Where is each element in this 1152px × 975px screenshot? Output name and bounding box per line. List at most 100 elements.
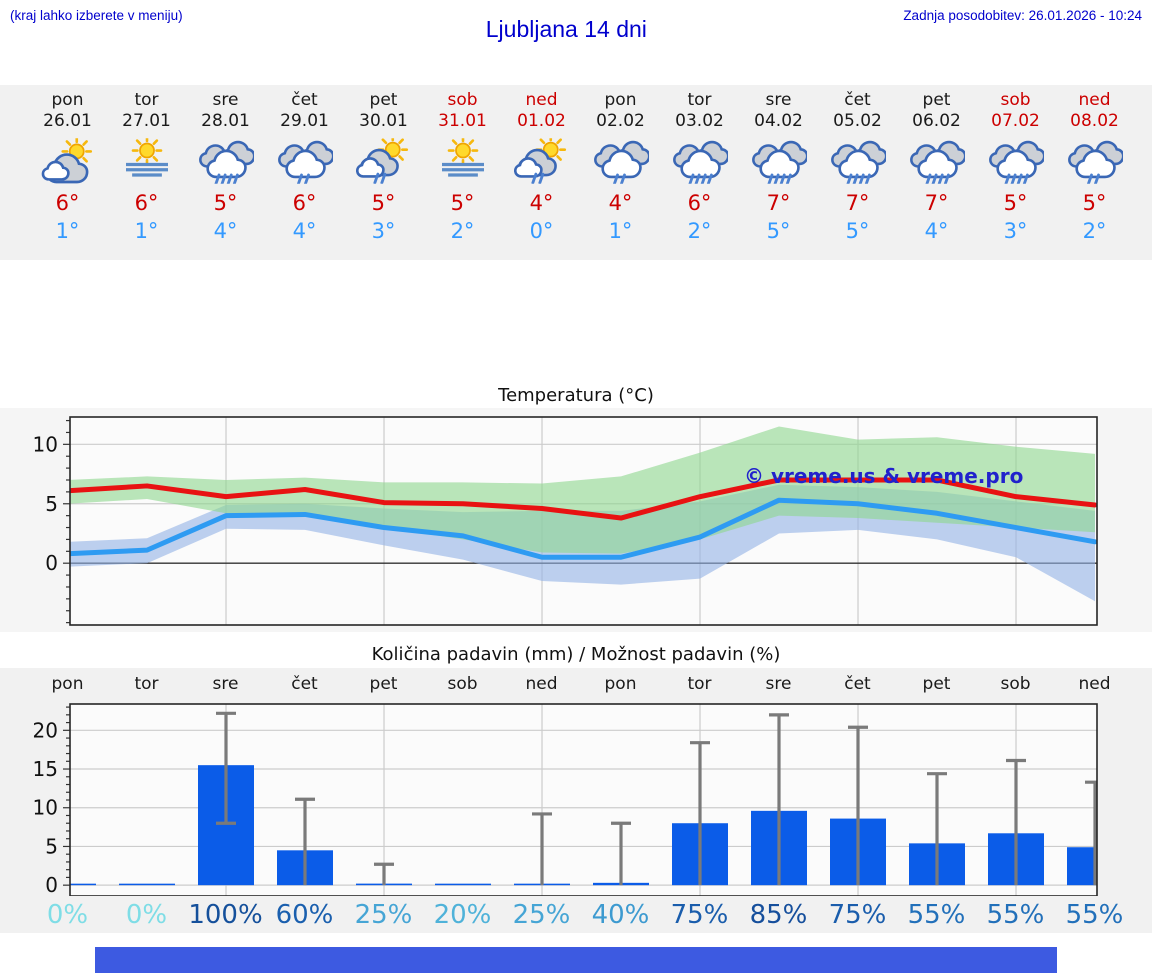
precip-probability: 75%: [670, 900, 729, 930]
weather-icon-slot: [818, 133, 897, 189]
sun-fog-icon: [435, 138, 491, 184]
forecast-day-column: čet 29.01 6° 4°: [265, 85, 344, 260]
day-date: 31.01: [438, 111, 487, 131]
sun-cloud-rain-icon: [514, 138, 570, 184]
day-date: 27.01: [122, 111, 171, 131]
precip-day-label: tor: [134, 674, 159, 694]
day-name: tor: [687, 90, 712, 110]
menu-hint: (kraj lahko izberete v meniju): [10, 8, 183, 23]
temp-max: 4°: [608, 191, 633, 215]
day-name: sob: [1000, 90, 1031, 110]
precip-day-label: ned: [525, 674, 558, 694]
forecast-day-column: sob 07.02 5° 3°: [976, 85, 1055, 260]
weather-icon-slot: [28, 133, 107, 189]
temperature-chart: 0 5 10: [0, 408, 1152, 632]
precip-day-label: ned: [1078, 674, 1111, 694]
day-name: sre: [765, 90, 792, 110]
sun-fog-icon: [119, 138, 175, 184]
day-date: 30.01: [359, 111, 408, 131]
temp-min: 2°: [450, 219, 475, 243]
precip-day-label: sob: [447, 674, 478, 694]
forecast-day-column: ned 01.02 4° 0°: [502, 85, 581, 260]
weather-icon-slot: [344, 133, 423, 189]
forecast-day-column: pon 02.02 4° 1°: [581, 85, 660, 260]
forecast-day-column: pet 06.02 7° 4°: [897, 85, 976, 260]
forecast-day-column: sre 28.01 5° 4°: [186, 85, 265, 260]
temp-max: 6°: [134, 191, 159, 215]
forecast-day-column: tor 03.02 6° 2°: [660, 85, 739, 260]
day-date: 06.02: [912, 111, 961, 131]
precip-day-label: pon: [604, 674, 637, 694]
precip-day-label: čet: [844, 674, 871, 694]
precip-probability: 75%: [828, 900, 887, 930]
temp-max: 7°: [845, 191, 870, 215]
temp-min: 3°: [1003, 219, 1028, 243]
svg-text:5: 5: [45, 492, 58, 516]
forecast-day-column: pet 30.01 5° 3°: [344, 85, 423, 260]
day-date: 28.01: [201, 111, 250, 131]
weather-icon-slot: [581, 133, 660, 189]
precip-probability: 60%: [275, 900, 334, 930]
day-date: 26.01: [43, 111, 92, 131]
weather-icon-slot: [186, 133, 265, 189]
temp-max: 4°: [529, 191, 554, 215]
rain-icon: [751, 138, 807, 184]
precip-day-label: čet: [291, 674, 318, 694]
light-rain-icon: [593, 138, 649, 184]
day-name: pet: [922, 90, 951, 110]
precip-probability: 0%: [125, 900, 168, 930]
day-date: 07.02: [991, 111, 1040, 131]
forecast-strip: pon 26.01 6° 1° tor 27.01 6° 1° sre 28.0…: [0, 85, 1152, 260]
weather-icon-slot: [265, 133, 344, 189]
precip-probability: 20%: [433, 900, 492, 930]
last-updated: Zadnja posodobitev: 26.01.2026 - 10:24: [903, 8, 1142, 23]
precip-probability: 55%: [907, 900, 966, 930]
temp-min: 1°: [608, 219, 633, 243]
svg-text:10: 10: [33, 796, 58, 820]
precip-probability: 40%: [591, 900, 650, 930]
precipitation-chart-title: Količina padavin (mm) / Možnost padavin …: [371, 644, 781, 665]
temp-max: 5°: [213, 191, 238, 215]
temp-max: 7°: [924, 191, 949, 215]
precip-probability: 55%: [1065, 900, 1124, 930]
forecast-day-column: tor 27.01 6° 1°: [107, 85, 186, 260]
forecast-day-column: pon 26.01 6° 1°: [28, 85, 107, 260]
day-name: ned: [1078, 90, 1111, 110]
temperature-chart-title: Temperatura (°C): [498, 385, 654, 406]
temp-min: 3°: [371, 219, 396, 243]
day-date: 29.01: [280, 111, 329, 131]
temp-max: 6°: [687, 191, 712, 215]
day-date: 01.02: [517, 111, 566, 131]
precip-probability: 55%: [986, 900, 1045, 930]
temp-min: 0°: [529, 219, 554, 243]
day-name: sre: [212, 90, 239, 110]
weather-icon-slot: [660, 133, 739, 189]
precip-probability-row: 0% 0% 100% 60% 25% 20% 25% 40% 75% 85% 75% 55% 55% 55…: [0, 896, 1152, 933]
day-date: 02.02: [596, 111, 645, 131]
forecast-day-column: sob 31.01 5° 2°: [423, 85, 502, 260]
weather-icon-slot: [423, 133, 502, 189]
watermark: © vreme.us & vreme.pro: [744, 464, 1024, 488]
precip-day-label: sre: [212, 674, 239, 694]
day-name: čet: [844, 90, 871, 110]
forecast-day-column: sre 04.02 7° 5°: [739, 85, 818, 260]
day-name: tor: [134, 90, 159, 110]
sun-cloud-rain-icon: [356, 138, 412, 184]
temp-min: 4°: [924, 219, 949, 243]
forecast-day-column: ned 08.02 5° 2°: [1055, 85, 1134, 260]
weather-icon-slot: [1055, 133, 1134, 189]
temp-max: 7°: [766, 191, 791, 215]
temp-min: 4°: [292, 219, 317, 243]
precip-day-label: pon: [51, 674, 84, 694]
weather-icon-slot: [107, 133, 186, 189]
temp-min: 1°: [134, 219, 159, 243]
svg-text:0: 0: [45, 551, 58, 575]
day-date: 05.02: [833, 111, 882, 131]
temp-min: 5°: [766, 219, 791, 243]
svg-text:10: 10: [33, 432, 58, 456]
light-rain-icon: [1067, 138, 1123, 184]
precip-probability: 0%: [46, 900, 89, 930]
temp-min: 4°: [213, 219, 238, 243]
rain-icon: [198, 138, 254, 184]
